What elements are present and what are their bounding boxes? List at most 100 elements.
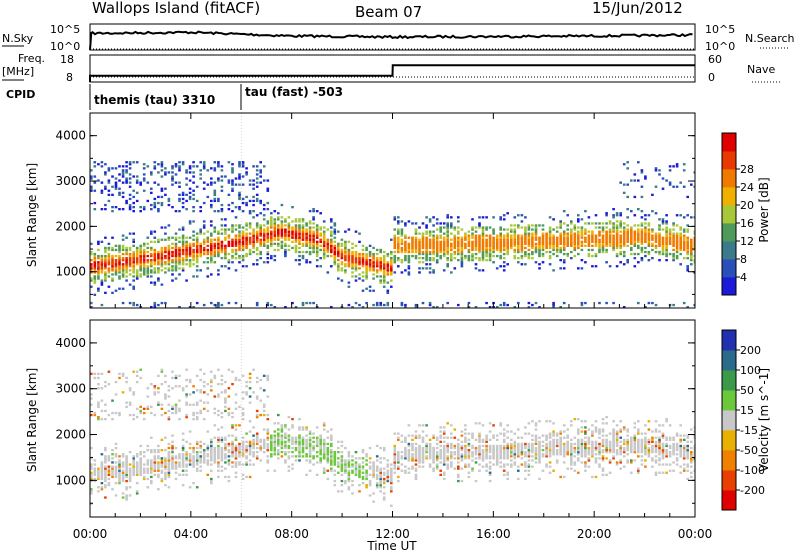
power-cell <box>630 230 633 233</box>
velocity-cell <box>375 486 379 489</box>
velocity-cell <box>164 471 167 474</box>
power-cell <box>658 226 661 229</box>
power-cell <box>513 224 517 227</box>
power-cell <box>121 195 125 199</box>
velocity-cell <box>538 436 541 439</box>
power-cell <box>181 163 185 166</box>
power-cell <box>499 216 502 219</box>
power-cell <box>121 175 125 178</box>
power-cell <box>294 248 298 252</box>
power-cell <box>485 242 488 245</box>
velocity-cell <box>513 440 517 443</box>
power-cell <box>439 254 442 258</box>
power-cell <box>347 250 351 254</box>
velocity-cell <box>104 449 107 452</box>
power-cell <box>280 216 284 219</box>
velocity-cell <box>573 449 577 452</box>
velocity-cell <box>298 428 301 431</box>
velocity-cell <box>150 405 153 408</box>
power-cell <box>125 236 128 239</box>
power-cell <box>658 238 661 241</box>
power-cell <box>319 248 322 252</box>
power-cell <box>301 254 305 258</box>
freq-label-1: Freq. <box>18 52 45 65</box>
velocity-cell <box>181 453 185 456</box>
velocity-cell <box>305 428 308 431</box>
power-cell <box>492 246 495 250</box>
velocity-cell <box>97 469 100 472</box>
power-cell <box>513 306 517 308</box>
velocity-cell <box>181 459 185 462</box>
power-cell <box>178 306 181 308</box>
velocity-cell <box>210 389 213 392</box>
power-cell <box>308 301 312 305</box>
power-cell <box>361 257 365 260</box>
power-cell <box>171 246 174 250</box>
power-cell <box>432 240 435 243</box>
power-cell <box>435 240 439 243</box>
power-cell <box>164 193 167 196</box>
velocity-cell <box>414 436 418 439</box>
velocity-cell <box>107 413 111 417</box>
power-cell <box>330 246 333 250</box>
power-cell <box>301 236 305 239</box>
power-cell <box>97 269 100 272</box>
velocity-cell <box>411 455 414 458</box>
velocity-cell <box>573 451 577 454</box>
velocity-cell <box>259 459 262 462</box>
power-cell <box>432 216 435 219</box>
power-cell <box>686 242 689 245</box>
power-cell <box>107 257 111 260</box>
velocity-cell <box>150 463 153 466</box>
power-cell <box>400 303 404 307</box>
velocity-cell <box>555 459 559 462</box>
power-cell <box>93 275 97 278</box>
power-cell <box>224 250 227 254</box>
power-cell <box>340 257 344 260</box>
power-cell <box>273 254 277 258</box>
velocity-cell <box>527 446 531 450</box>
velocity-cell <box>344 482 347 485</box>
power-cell <box>351 275 354 278</box>
power-cell <box>390 252 393 256</box>
power-cell <box>312 232 315 235</box>
power-cell <box>404 254 407 258</box>
velocity-cell <box>164 397 167 400</box>
power-cell <box>231 224 234 227</box>
power-cell <box>425 230 428 233</box>
power-cell <box>630 240 633 243</box>
power-cell <box>524 246 527 250</box>
velocity-cell <box>142 475 146 479</box>
velocity-cell <box>513 446 517 450</box>
velocity-cell <box>418 465 421 468</box>
power-cell <box>644 222 647 225</box>
power-cell <box>213 197 217 201</box>
power-cell <box>605 214 608 217</box>
power-cell <box>368 285 372 288</box>
power-cell <box>453 250 457 254</box>
velocity-cell <box>506 442 509 446</box>
velocity-cell <box>298 455 301 458</box>
power-cell <box>100 279 104 282</box>
velocity-cell <box>139 376 142 380</box>
power-cell <box>217 254 220 258</box>
power-cell <box>171 206 174 209</box>
power-cell <box>386 271 390 274</box>
power-cell <box>344 254 347 258</box>
power-cell <box>266 230 270 233</box>
velocity-cell <box>245 461 248 464</box>
velocity-cell <box>414 457 418 460</box>
velocity-cell <box>397 467 400 470</box>
power-cell <box>630 179 633 182</box>
power-cell <box>213 261 217 264</box>
power-cell <box>672 252 675 256</box>
velocity-cell <box>121 463 125 466</box>
power-cell <box>672 257 675 260</box>
power-cell <box>372 269 375 272</box>
colorbar-swatch <box>722 169 736 188</box>
power-cell <box>195 244 199 247</box>
power-cell <box>608 222 612 225</box>
velocity-cell <box>499 444 502 448</box>
power-cell <box>234 250 238 254</box>
power-cell <box>139 257 142 260</box>
